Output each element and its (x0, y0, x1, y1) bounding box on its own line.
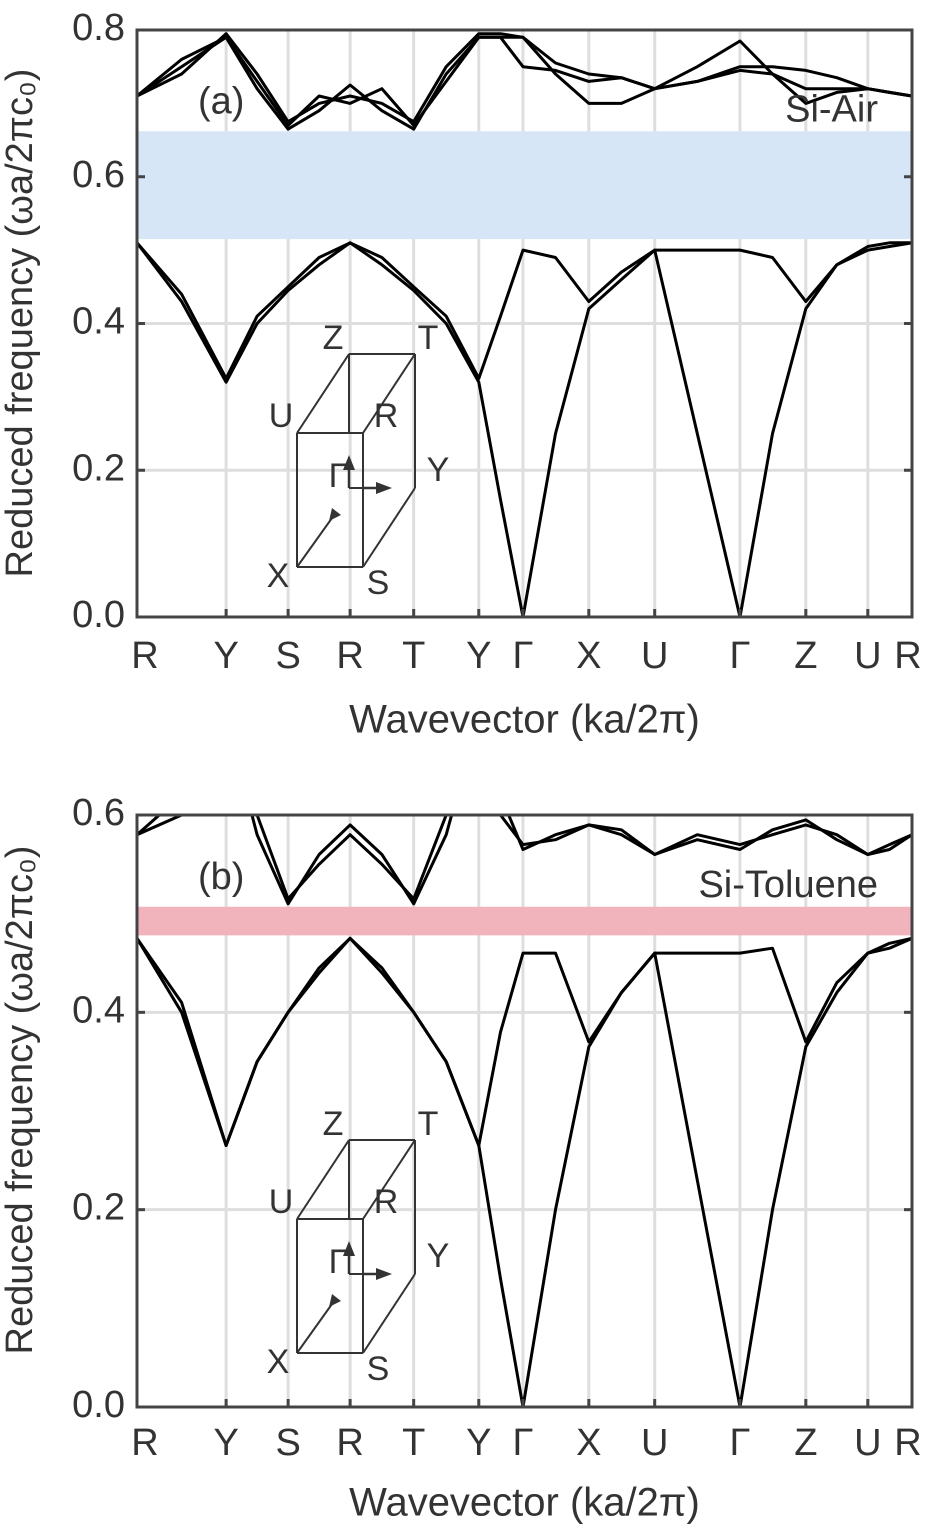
x-tick-label: R (894, 635, 921, 677)
band-line (137, 35, 912, 127)
plot-frame (135, 813, 914, 1409)
inset-label: Y (427, 451, 450, 489)
band-line (137, 32, 912, 124)
x-tick-label: Y (466, 635, 491, 677)
x-tick-label: R (131, 1422, 158, 1464)
x-tick-label: Y (213, 635, 238, 677)
band-line (137, 936, 912, 1407)
y-tick-label: 0.4 (72, 989, 125, 1031)
brillouin-zone-inset (296, 1139, 416, 1354)
x-tick-label: X (576, 1422, 601, 1464)
brillouin-zone-inset (296, 353, 416, 568)
band-line (137, 815, 912, 901)
inset-label: R (374, 1183, 399, 1221)
x-tick-label: U (641, 1422, 668, 1464)
panel-label: (b) (198, 856, 244, 898)
inset-label: X (267, 557, 290, 595)
y-tick-label: 0.6 (72, 154, 125, 196)
axis-arrowhead (343, 455, 355, 470)
axis-arrowhead (376, 1268, 392, 1280)
panel-label: (a) (198, 80, 244, 122)
band-line (137, 241, 912, 380)
band-gap (137, 906, 912, 936)
cube-edge (362, 487, 416, 568)
cube-edge (362, 1139, 416, 1220)
band-gap (137, 131, 912, 240)
inset-label: T (418, 319, 439, 357)
y-axis-label: Reduced frequency (ωa/2πc₀) (0, 69, 41, 578)
inset-label: T (418, 1105, 439, 1143)
x-tick-label: R (336, 635, 363, 677)
inset-label: S (367, 1350, 390, 1388)
x-tick-label: Y (213, 1422, 238, 1464)
x-tick-label: R (336, 1422, 363, 1464)
inset-label: Z (323, 1105, 344, 1143)
cube-edge (296, 1139, 350, 1220)
inset-label: X (267, 1343, 290, 1381)
y-axis-label: Reduced frequency (ωa/2πc₀) (0, 846, 41, 1355)
x-tick-label: Z (794, 635, 817, 677)
x-tick-label: Γ (512, 635, 533, 677)
band-line (137, 241, 912, 617)
inset-label: U (269, 397, 294, 435)
band-label: Si-Air (785, 88, 878, 130)
x-tick-label: T (402, 1422, 425, 1464)
x-tick-label: Γ (729, 1422, 750, 1464)
cube-edge (362, 1273, 416, 1354)
x-tick-label: U (854, 635, 881, 677)
cube-edge (296, 353, 350, 434)
x-tick-label: Z (794, 1422, 817, 1464)
y-tick-label: 0.0 (72, 1384, 125, 1426)
y-tick-label: 0.2 (72, 1187, 125, 1229)
cube-edge (362, 353, 416, 434)
cube-edge (296, 517, 333, 568)
x-tick-label: R (894, 1422, 921, 1464)
y-tick-label: 0.4 (72, 301, 125, 343)
x-axis-label: Wavevector (ka/2π) (349, 698, 700, 742)
y-tick-label: 0.2 (72, 447, 125, 489)
inset-label: U (269, 1183, 294, 1221)
x-tick-label: S (275, 1422, 300, 1464)
x-tick-label: R (131, 635, 158, 677)
inset-label: S (367, 564, 390, 602)
y-tick-label: 0.0 (72, 594, 125, 636)
band-line (137, 815, 912, 906)
inset-label: Γ (329, 457, 348, 495)
bands (137, 815, 912, 1407)
axis-arrowhead (329, 1294, 341, 1307)
x-tick-label: Γ (512, 1422, 533, 1464)
x-tick-label: Y (466, 1422, 491, 1464)
axis-arrowhead (343, 1241, 355, 1256)
x-tick-label: X (576, 635, 601, 677)
x-tick-label: Γ (729, 635, 750, 677)
x-axis-label: Wavevector (ka/2π) (349, 1481, 700, 1525)
x-tick-label: U (854, 1422, 881, 1464)
inset-label: Γ (329, 1243, 348, 1281)
axis-arrowhead (329, 508, 341, 521)
x-tick-label: T (402, 635, 425, 677)
x-tick-label: U (641, 635, 668, 677)
band-line (137, 936, 912, 1147)
band-label: Si-Toluene (698, 864, 878, 906)
inset-label: Z (323, 319, 344, 357)
inset-label: Y (427, 1237, 450, 1275)
cube-edge (296, 1303, 333, 1354)
bands (137, 32, 912, 617)
inset-label: R (374, 397, 399, 435)
x-tick-label: S (275, 635, 300, 677)
y-tick-label: 0.8 (72, 7, 125, 49)
axis-arrowhead (376, 482, 392, 494)
y-tick-label: 0.6 (72, 792, 125, 834)
